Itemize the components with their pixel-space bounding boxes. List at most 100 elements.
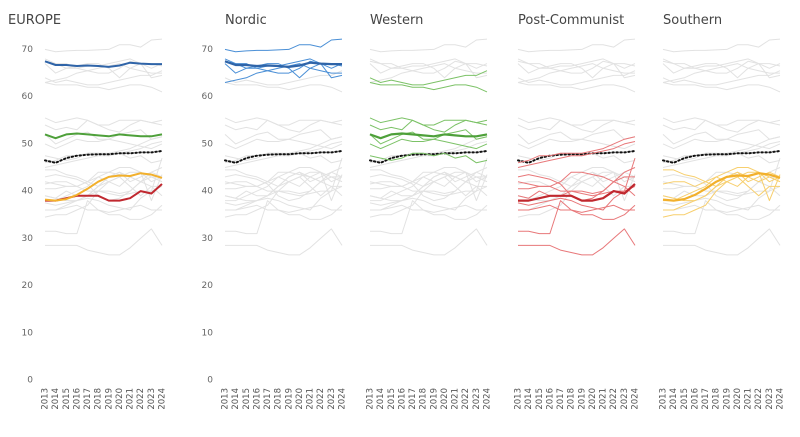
x-tick-label: 2022	[316, 388, 326, 410]
data-line	[225, 204, 342, 213]
data-line	[224, 129, 343, 145]
x-tick-label: 2014	[376, 388, 386, 410]
x-tick-label: 2018	[567, 388, 577, 410]
x-tick-label: 2019	[284, 388, 294, 410]
data-line	[369, 70, 488, 86]
data-line	[370, 228, 488, 256]
data-line	[369, 152, 488, 164]
x-tick-label: 2017	[263, 388, 273, 410]
data-line	[44, 60, 163, 79]
x-tick-label: 2015	[242, 388, 252, 410]
y-tick-label: 50	[202, 139, 214, 149]
data-line	[224, 150, 343, 164]
x-tick-label: 2020	[588, 388, 598, 410]
data-line	[225, 228, 343, 256]
data-line	[662, 150, 781, 164]
x-tick-label: 2019	[104, 388, 114, 410]
x-tick-label: 2019	[722, 388, 732, 410]
y-tick-label: 20	[22, 281, 34, 291]
x-tick-label: 2014	[524, 388, 534, 410]
data-line	[662, 38, 781, 53]
x-tick-label: 2019	[577, 388, 587, 410]
x-tick-label: 2013	[659, 388, 669, 410]
panel-title: EUROPE	[8, 13, 61, 28]
data-line	[518, 171, 636, 202]
data-line	[369, 138, 488, 150]
data-line	[224, 60, 342, 68]
x-tick-label: 2017	[556, 388, 566, 410]
data-line	[44, 172, 163, 202]
data-line	[517, 176, 635, 218]
data-line	[44, 82, 163, 93]
data-line	[370, 169, 488, 187]
x-tick-label: 2021	[126, 388, 136, 410]
panel: Southern 2013 2014 2015 2016 2017 2018 2019 2020…	[659, 13, 786, 410]
x-tick-label: 2015	[535, 388, 545, 410]
data-line	[224, 176, 342, 218]
data-line	[369, 58, 488, 69]
data-line	[517, 171, 636, 202]
data-line	[662, 60, 781, 79]
x-tick-label: 2023	[327, 388, 337, 410]
y-tick-label: 0	[27, 376, 33, 386]
x-tick-label: 2016	[545, 388, 555, 410]
x-tick-label: 2022	[609, 388, 619, 410]
x-tick-label: 2017	[408, 388, 418, 410]
x-tick-label: 2020	[115, 388, 125, 410]
data-line	[224, 171, 343, 202]
data-line	[45, 204, 162, 213]
data-line	[517, 38, 636, 53]
data-line	[518, 228, 636, 256]
data-line	[518, 183, 636, 202]
data-line	[369, 167, 488, 187]
data-line	[517, 60, 636, 79]
data-line	[662, 167, 781, 202]
x-tick-label: 2017	[83, 388, 93, 410]
y-tick-label: 50	[22, 139, 34, 149]
data-line	[44, 119, 163, 133]
x-tick-label: 2021	[306, 388, 316, 410]
x-tick-label: 2013	[366, 388, 376, 410]
data-line	[662, 70, 781, 86]
x-tick-label: 2021	[451, 388, 461, 410]
x-tick-label: 2015	[387, 388, 397, 410]
data-line	[369, 38, 488, 53]
x-tick-label: 2023	[472, 388, 482, 410]
data-line	[517, 167, 636, 187]
data-line	[518, 204, 635, 213]
x-tick-label: 2015	[680, 388, 690, 410]
data-line	[369, 171, 488, 202]
data-line	[663, 204, 780, 213]
data-line	[662, 185, 781, 211]
data-line	[369, 141, 488, 168]
data-line	[662, 138, 781, 150]
data-line	[662, 129, 781, 145]
data-line	[663, 228, 781, 256]
y-tick-label: 30	[202, 234, 214, 244]
data-line	[44, 70, 163, 86]
data-line	[44, 138, 163, 150]
data-line	[662, 82, 781, 93]
data-line	[369, 63, 487, 83]
data-line	[45, 200, 163, 235]
x-tick-label: 2024	[631, 388, 641, 410]
data-line	[369, 63, 488, 79]
x-tick-label: 2018	[419, 388, 429, 410]
data-line	[517, 150, 636, 164]
data-line	[662, 141, 781, 168]
x-tick-label: 2016	[690, 388, 700, 410]
data-line	[44, 60, 162, 68]
data-line	[662, 181, 781, 199]
data-line	[517, 171, 635, 187]
x-tick-label: 2014	[51, 388, 61, 410]
data-line	[45, 228, 163, 256]
data-line	[44, 150, 163, 164]
x-tick-label: 2013	[514, 388, 524, 410]
data-line	[662, 176, 780, 218]
data-line	[662, 172, 781, 202]
y-tick-label: 0	[207, 376, 213, 386]
panel-title: Nordic	[225, 13, 267, 28]
